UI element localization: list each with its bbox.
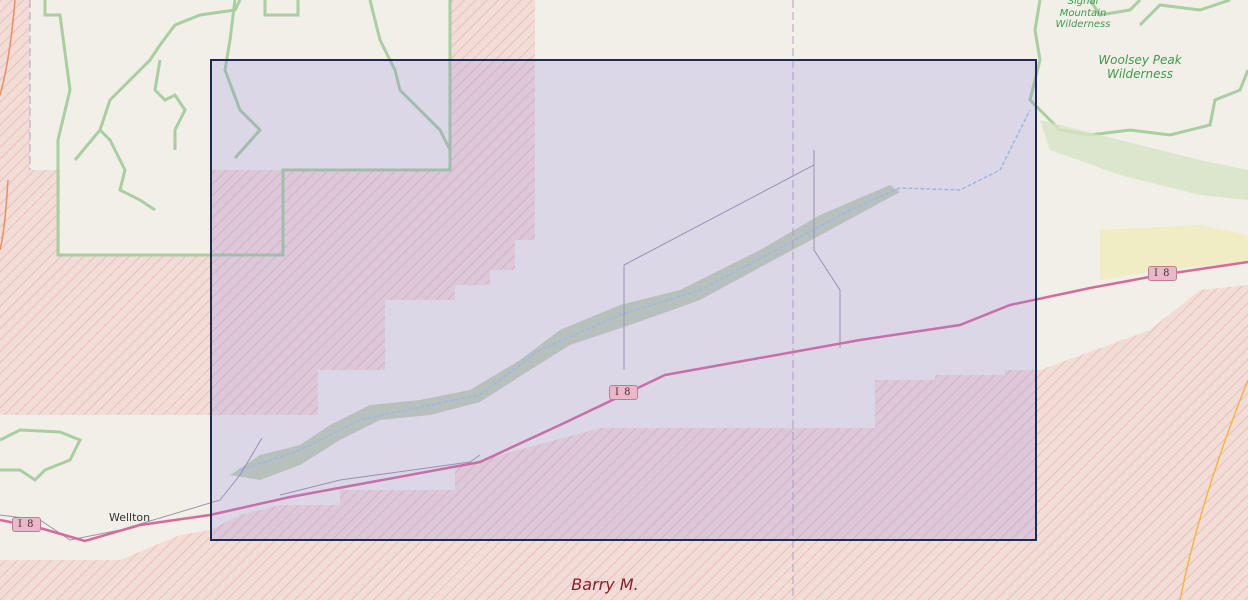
highway-shield-i8: I 8 (609, 385, 638, 400)
label-woolsey-peak-wilderness: Woolsey Peak Wilderness (1098, 53, 1182, 81)
secondary-road (1179, 379, 1248, 600)
secondary-road (0, 0, 16, 251)
highway-shield-i8: I 8 (1148, 266, 1177, 281)
label-signal-mountain-wilderness: Signal Mountain Wilderness (1055, 0, 1111, 30)
selection-box[interactable] (210, 59, 1037, 541)
highway-i8 (0, 260, 1248, 543)
river (230, 109, 1248, 480)
highway-shield-i8: I 8 (12, 517, 41, 532)
label-military-area: Barry M. (571, 575, 639, 594)
label-town-wellton: Wellton (109, 511, 151, 524)
